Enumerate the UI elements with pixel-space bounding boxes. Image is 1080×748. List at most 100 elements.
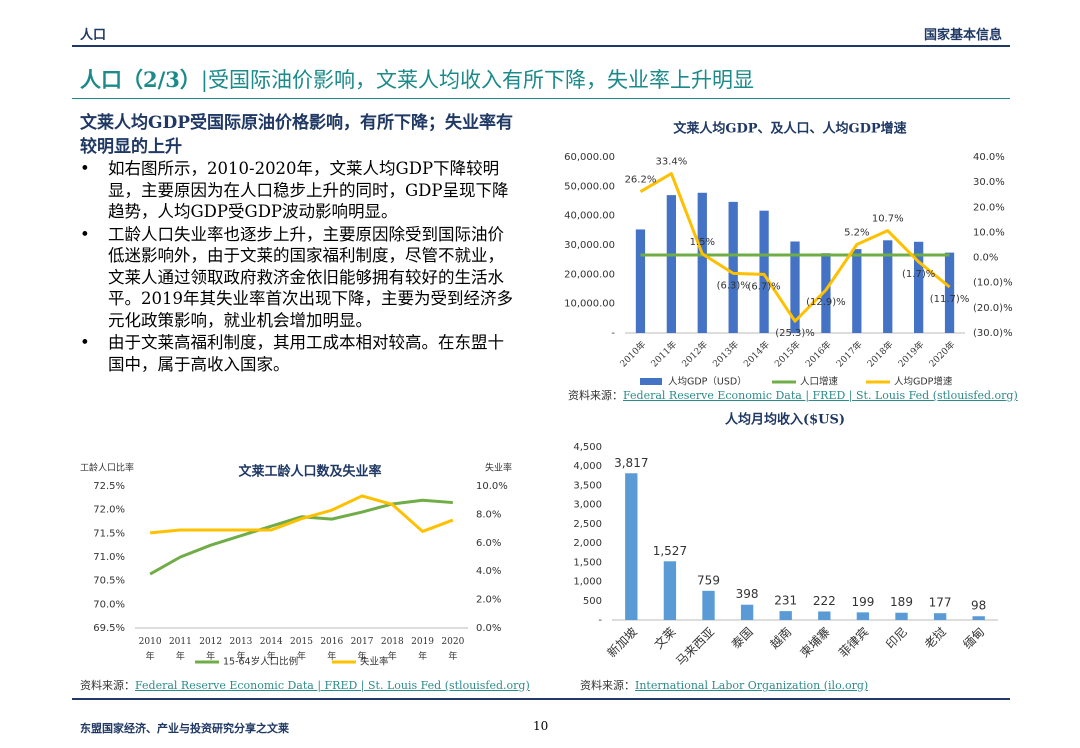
bar <box>972 616 985 620</box>
y-tick-label: 71.0% <box>93 552 125 563</box>
y2-tick-label: (10.0)% <box>973 278 1013 289</box>
x-tick-label: 2014年 <box>741 338 772 369</box>
x-tick-label: 2018年 <box>865 338 896 369</box>
legend-label: 人均GDP（USD） <box>668 376 747 388</box>
source: 资料来源：Federal Reserve Economic Data | FRE… <box>568 387 1018 403</box>
y-tick-label: 50,000.00 <box>564 181 615 192</box>
data-label: 759 <box>697 573 720 587</box>
x-tick-label: 缅甸 <box>960 625 987 652</box>
source-link[interactable]: Federal Reserve Economic Data | FRED | S… <box>623 389 1018 402</box>
y-tick-label: 60,000.00 <box>564 152 615 163</box>
source-prefix: 资料来源： <box>80 679 135 692</box>
bar <box>702 590 715 620</box>
bar <box>697 192 707 333</box>
y2-tick-label: 40.0% <box>973 152 1005 163</box>
data-label: 398 <box>736 587 759 601</box>
title-sub: |受国际油价影响，文莱人均收入有所下降，失业率上升明显 <box>200 68 754 92</box>
source-prefix: 资料来源： <box>568 389 623 402</box>
bar <box>779 611 792 620</box>
x-tick-label: 文莱 <box>651 624 679 652</box>
chart-title: 人均月均收入($US) <box>725 412 845 428</box>
page-number: 10 <box>533 719 549 733</box>
footer-left: 东盟国家经济、产业与投资研究分享之文莱 <box>80 722 289 735</box>
data-label: 3,817 <box>614 456 648 470</box>
data-label: 189 <box>890 595 913 609</box>
y2-tick-label: (20.0)% <box>973 303 1013 314</box>
y-tick-label: 4,500 <box>573 442 602 453</box>
data-label: 199 <box>851 595 874 609</box>
x-tick-label: 菲律宾 <box>835 624 871 660</box>
x-tick-label: 泰国 <box>729 625 756 652</box>
data-label: 231 <box>774 594 797 608</box>
x-tick-label: 2012年 <box>679 338 710 369</box>
y2-tick-label: 20.0% <box>973 202 1005 213</box>
data-label: 26.2% <box>625 175 657 186</box>
bullet: 如右图所示，2010-2020年，文莱人均GDP下降较明显，主要原因为在人口稳步… <box>80 158 520 223</box>
x-tick-label: 2020年 <box>926 338 957 369</box>
header-right: 国家基本信息 <box>923 28 1002 43</box>
bar <box>728 201 738 333</box>
bar <box>914 241 924 333</box>
y-tick-label: 1,000 <box>573 577 602 588</box>
y2-tick-label: 0.0% <box>476 623 501 634</box>
source-link[interactable]: Federal Reserve Economic Data | FRED | S… <box>135 679 530 692</box>
legend-swatch <box>640 378 662 385</box>
bar <box>635 229 646 333</box>
bar <box>666 195 676 333</box>
y-tick-label: 10,000.00 <box>564 299 615 310</box>
x-tick-label: 老挝 <box>922 625 949 652</box>
data-label: (6.7)% <box>747 281 780 292</box>
x-tick-label: 2013年 <box>710 338 741 369</box>
y-tick-label: 69.5% <box>93 623 125 634</box>
title-main: 人口（2/3） <box>80 67 201 92</box>
bar <box>625 473 638 620</box>
y2-tick-label: 8.0% <box>476 509 501 520</box>
x-tick-label: 柬埔寨 <box>797 624 833 660</box>
legend-label: 人口增速 <box>800 376 839 388</box>
x-tick-label: 2015年 <box>772 338 803 369</box>
legend-label: 人均GDP增速 <box>894 376 953 388</box>
section-heading: 文莱人均GDP受国际原油价格影响，有所下降；失业率有较明显的上升 <box>80 113 514 157</box>
bar <box>933 613 947 620</box>
y2-tick-label: 10.0% <box>476 481 508 492</box>
y-tick-label: 500 <box>583 596 602 607</box>
data-label: (25.3)% <box>775 328 815 339</box>
line <box>639 172 951 323</box>
source-link[interactable]: International Labor Organization (ilo.or… <box>635 679 869 692</box>
bar <box>818 611 831 620</box>
data-label: (12.9)% <box>806 297 846 308</box>
source: 资料来源：Federal Reserve Economic Data | FRE… <box>80 677 530 693</box>
legend-label: 失业率 <box>360 656 389 668</box>
header-rule <box>72 45 1010 47</box>
data-label: (1.7)% <box>902 269 935 280</box>
y-tick-label: 72.0% <box>93 505 125 516</box>
source-prefix: 资料来源： <box>580 679 635 692</box>
x-tick-label: 新加坡 <box>604 624 640 660</box>
line <box>149 498 453 576</box>
line <box>149 494 454 535</box>
y-tick-label: 20,000.00 <box>564 269 615 280</box>
y2-tick-label: 10.0% <box>973 227 1005 238</box>
bar <box>852 249 862 333</box>
y2-tick-label: 30.0% <box>973 177 1005 188</box>
bar <box>790 241 800 333</box>
y-tick-label: 40,000.00 <box>564 211 615 222</box>
data-label: 177 <box>929 596 952 610</box>
y-tick-label: 3,000 <box>573 500 602 511</box>
chart-title: 文莱人均GDP、及人口、人均GDP增速 <box>673 121 906 137</box>
y-tick-label: 1,500 <box>573 557 602 568</box>
bar <box>856 612 870 620</box>
y2-tick-label: 0.0% <box>973 253 998 264</box>
y-tick-label: 70.5% <box>93 576 125 587</box>
bar <box>944 252 955 333</box>
source: 资料来源：International Labor Organization (i… <box>580 677 868 693</box>
legend-label: 15-64岁人口比例 <box>223 656 298 668</box>
